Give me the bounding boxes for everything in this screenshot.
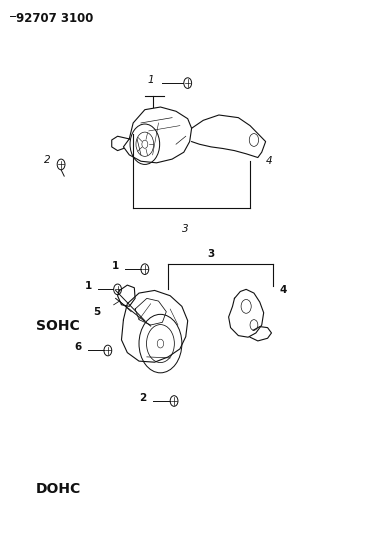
Text: 6: 6 (74, 342, 82, 352)
Text: 4: 4 (265, 156, 272, 166)
Text: 4: 4 (279, 286, 287, 295)
Text: 1: 1 (148, 75, 154, 85)
Text: 1: 1 (112, 261, 120, 271)
Text: 5: 5 (93, 306, 100, 317)
Text: 1: 1 (85, 281, 92, 291)
Text: 92707 3100: 92707 3100 (16, 12, 94, 26)
Text: 3: 3 (208, 248, 215, 259)
Text: 2: 2 (140, 393, 147, 403)
Text: 3: 3 (183, 224, 189, 234)
Text: SOHC: SOHC (36, 319, 79, 333)
Text: DOHC: DOHC (36, 482, 81, 496)
Text: 2: 2 (44, 155, 50, 165)
